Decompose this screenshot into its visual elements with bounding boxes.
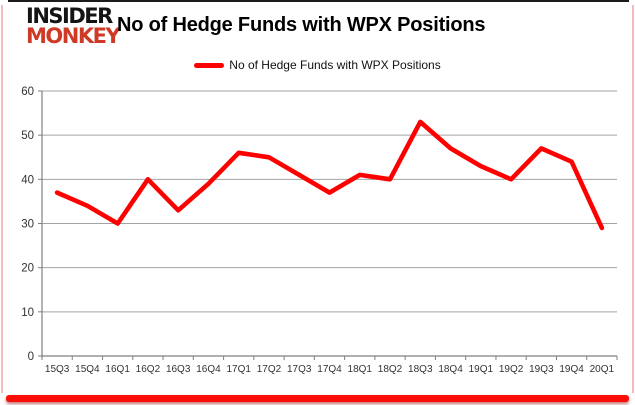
x-axis-label: 17Q1 [226,364,251,375]
right-border [632,5,634,393]
x-axis-label: 19Q4 [559,364,584,375]
y-axis-label: 30 [21,219,34,231]
x-axis-label: 18Q1 [348,364,373,375]
x-axis-label: 17Q4 [317,364,342,375]
legend-line-swatch [194,62,225,68]
x-axis-label: 15Q3 [45,364,70,375]
x-axis-label: 16Q2 [136,364,161,375]
x-axis-label: 16Q4 [196,364,221,375]
legend-label: No of Hedge Funds with WPX Positions [229,58,441,72]
x-axis-label: 17Q2 [257,364,282,375]
insider-monkey-logo: INSIDER MONKEY [26,4,121,48]
top-border [8,0,629,2]
x-axis-label: 19Q3 [529,364,554,375]
legend: No of Hedge Funds with WPX Positions [0,58,635,72]
x-axis-label: 20Q1 [590,364,615,375]
x-axis-label: 19Q1 [469,364,494,375]
y-axis-label: 20 [21,263,34,275]
x-axis-label: 15Q4 [75,364,100,375]
x-axis-label: 19Q2 [499,364,524,375]
series-line [54,119,605,231]
y-axis-label: 40 [21,174,34,186]
x-axis-label: 16Q3 [166,364,191,375]
left-border [1,5,3,393]
y-axis-label: 10 [21,307,34,319]
x-axis-label: 18Q2 [378,364,403,375]
x-axis-label: 18Q3 [408,364,433,375]
logo-word-monkey: MONKEY [26,23,121,48]
x-axis-label: 18Q4 [438,364,463,375]
chart-title: No of Hedge Funds with WPX Positions [117,14,486,36]
x-axis-label: 16Q1 [105,364,130,375]
bottom-red-bar [6,395,629,402]
x-axis-label: 17Q3 [287,364,312,375]
y-axis-label: 50 [21,130,34,142]
y-axis-label: 60 [21,86,34,98]
logo-word-insider: INSIDER [26,4,113,28]
y-axis-label: 0 [28,351,34,363]
